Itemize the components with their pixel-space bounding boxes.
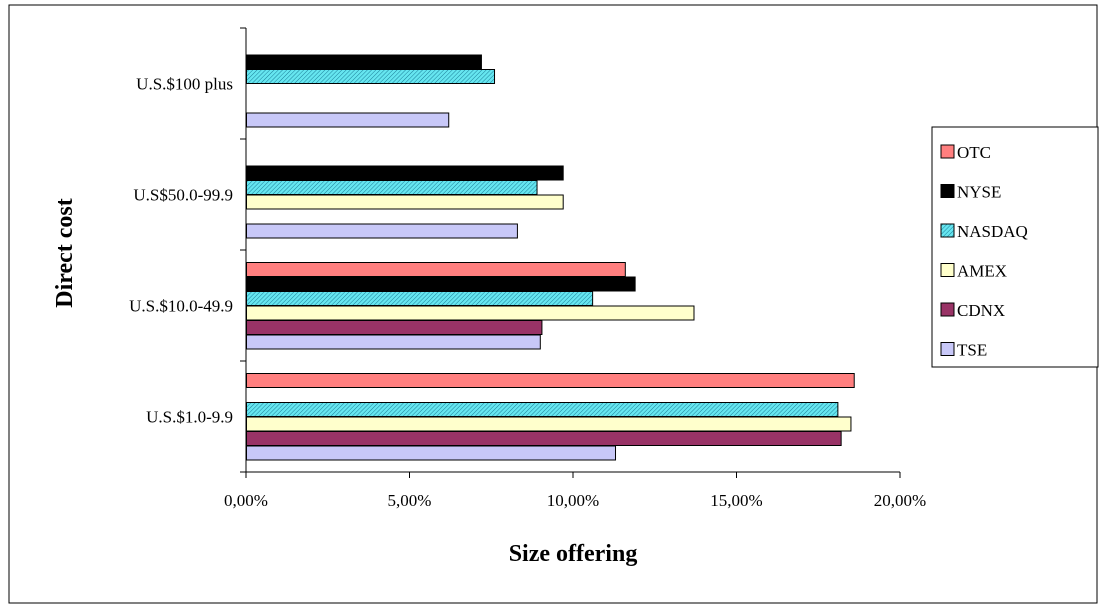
bar-cdnx-u-s-1-0-9-9 [246, 431, 842, 446]
legend-swatch-nyse [940, 184, 955, 198]
bar-otc-u-s-1-0-9-9 [246, 373, 855, 388]
bar-cdnx-u-s-10-0-49-9 [246, 320, 543, 335]
x-tick-label: 10,00% [547, 491, 599, 510]
legend-swatch-tse [940, 342, 955, 356]
bar-tse-u-s-50-0-99-9 [246, 223, 518, 239]
x-axis-ticks [245, 472, 901, 478]
category-label: U.S.$1.0-9.9 [146, 408, 233, 427]
legend-label-nasdaq: NASDAQ [957, 222, 1028, 241]
category-labels: U.S.$1.0-9.9 U.S.$10.0-49.9 U.S$50.0-99.9 U… [129, 75, 233, 427]
legend-box [931, 126, 1099, 368]
bar-amex-u-s-1-0-9-9 [246, 416, 852, 432]
x-axis-title: Size offering [509, 541, 638, 567]
x-tick-label: 20,00% [874, 491, 926, 510]
bar-amex-u-s-10-0-49-9 [246, 305, 695, 321]
x-tick-labels: 0,00% 5,00% 10,00% 15,00% 20,00% [224, 491, 926, 510]
legend-label-cdnx: CDNX [957, 301, 1005, 320]
bar-nasdaq-u-s-10-0-49-9 [246, 291, 594, 306]
y-axis-title: Direct cost [52, 198, 78, 308]
bar-tse-u-s-100-plus [246, 112, 450, 128]
legend-swatch-cdnx [940, 302, 955, 317]
x-tick-label: 15,00% [710, 491, 762, 510]
category-label: U.S.$100 plus [136, 75, 233, 94]
bar-nyse-u-s-10-0-49-9 [246, 276, 636, 292]
bar-nyse-u-s-100-plus [246, 54, 482, 70]
bar-nyse-u-s-50-0-99-9 [246, 165, 564, 181]
legend-label-amex: AMEX [957, 262, 1007, 281]
bar-nasdaq-u-s-50-0-99-9 [246, 180, 538, 195]
legend-swatch-amex [940, 263, 955, 277]
legend-swatch-otc [940, 144, 955, 159]
legend: OTC NYSE NASDAQ AMEX CDNX TSE [940, 143, 1028, 360]
legend-label-tse: TSE [957, 341, 987, 360]
bar-nasdaq-u-s-100-plus [246, 69, 496, 84]
category-label: U.S$50.0-99.9 [133, 186, 233, 205]
bar-otc-u-s-10-0-49-9 [246, 262, 626, 277]
bars [246, 54, 855, 461]
bar-tse-u-s-1-0-9-9 [246, 445, 617, 461]
legend-label-nyse: NYSE [957, 183, 1001, 202]
y-axis-ticks [240, 27, 246, 473]
bar-tse-u-s-10-0-49-9 [246, 334, 541, 350]
legend-swatch-nasdaq [940, 223, 955, 238]
category-label: U.S.$10.0-49.9 [129, 297, 233, 316]
x-tick-label: 0,00% [224, 491, 268, 510]
x-tick-label: 5,00% [388, 491, 432, 510]
bar-amex-u-s-50-0-99-9 [246, 194, 564, 210]
bar-nasdaq-u-s-1-0-9-9 [246, 402, 839, 417]
legend-label-otc: OTC [957, 143, 991, 162]
